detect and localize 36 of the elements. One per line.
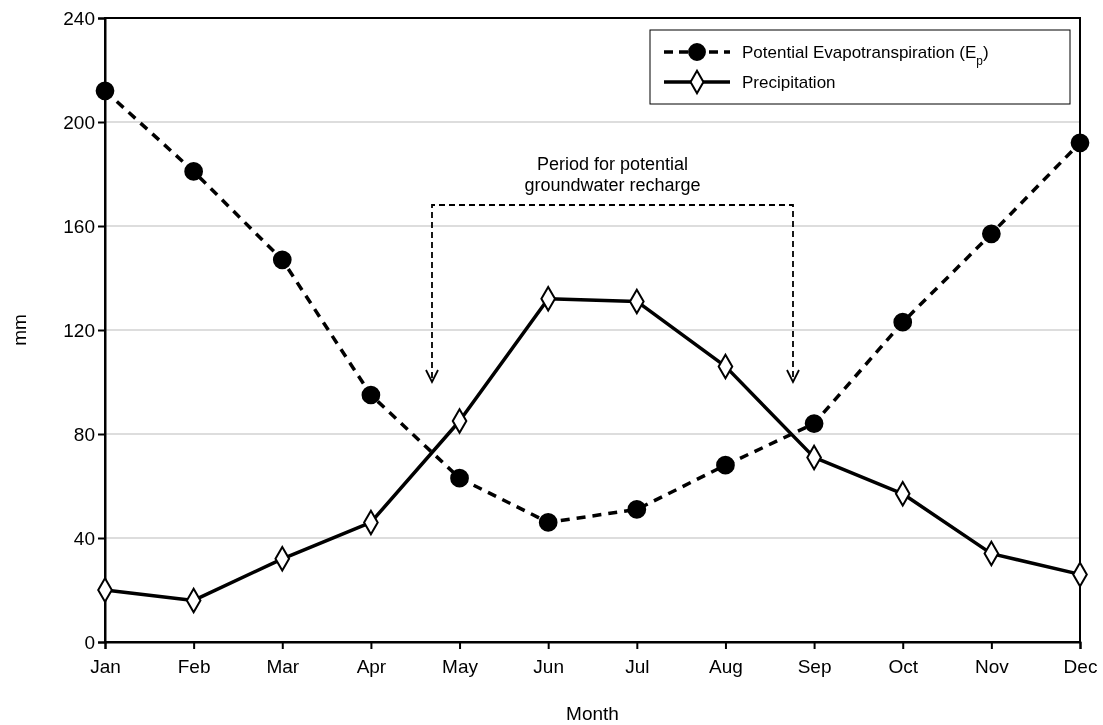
legend-label: Potential Evapotranspiration (E$_{p}$) (742, 43, 989, 68)
y-tick-label: 0 (84, 631, 95, 653)
x-tick-label: Jun (533, 655, 564, 677)
y-tick-label: 240 (63, 7, 95, 29)
point (893, 312, 913, 332)
point (272, 250, 292, 270)
point (1070, 133, 1090, 153)
point (538, 513, 558, 532)
x-tick-label: Aug (709, 655, 743, 677)
point (804, 414, 824, 433)
annotation: Period for potential groundwater recharge (524, 154, 701, 195)
x-tick-label: Sep (797, 655, 832, 677)
y-tick-label: 200 (63, 111, 95, 133)
x-tick-label: Oct (888, 655, 919, 677)
y-tick-label: 40 (73, 527, 95, 549)
y-tick-label: 160 (63, 215, 95, 237)
x-axis-title: Month (566, 703, 619, 724)
point (716, 455, 735, 475)
point (361, 385, 381, 405)
point (982, 224, 1001, 244)
point (95, 81, 115, 101)
y-tick-label: 80 (73, 423, 95, 445)
x-tick-label: Jul (625, 655, 650, 677)
x-tick-label: Jan (90, 655, 121, 677)
point (627, 500, 647, 519)
y-tick-label: 120 (63, 319, 95, 341)
y-axis-title: mm (9, 314, 30, 346)
x-tick-label: Apr (356, 655, 387, 677)
x-tick-label: Nov (974, 655, 1010, 677)
x-tick-label: May (442, 655, 479, 677)
point (184, 162, 203, 181)
point (450, 468, 469, 488)
legend-label: Precipitation (742, 73, 836, 92)
x-tick-label: Dec (1063, 655, 1098, 677)
x-tick-label: Feb (177, 655, 211, 677)
x-tick-label: Mar (266, 655, 300, 677)
